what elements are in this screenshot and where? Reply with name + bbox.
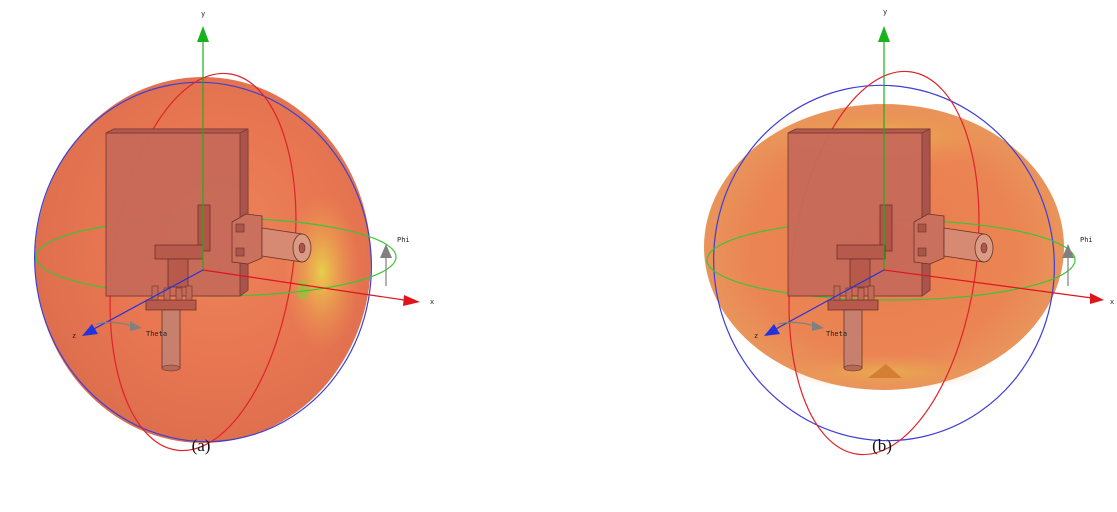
caption-b: (b) <box>872 436 892 455</box>
z-axis <box>773 269 885 331</box>
figure-a: y x z Theta Phi (a) <box>0 0 434 512</box>
z-axis <box>91 269 204 331</box>
z-axis-label: z <box>754 332 758 340</box>
x-axis-label: x <box>1110 298 1114 306</box>
phi-label: Phi <box>397 236 410 244</box>
phi-arrow <box>380 244 392 258</box>
figure-b: y x z Theta Phi (b) <box>680 0 1114 512</box>
y-axis-label: y <box>201 10 205 18</box>
x-axis <box>202 269 405 301</box>
x-axis-arrow <box>403 295 420 306</box>
x-axis-label: x <box>430 298 434 306</box>
caption-a: (a) <box>191 436 211 455</box>
x-axis <box>883 269 1093 299</box>
pattern-highlight <box>284 192 360 352</box>
theta-label: Theta <box>146 330 167 338</box>
theta-label: Theta <box>826 330 847 338</box>
y-axis-arrow <box>197 26 209 42</box>
x-axis-arrow <box>1090 293 1104 304</box>
z-axis-label: z <box>72 332 76 340</box>
radiation-pattern-b: y x z Theta Phi <box>704 8 1114 456</box>
blue-ring <box>713 84 1055 442</box>
theta-arrow <box>812 321 824 331</box>
z-axis-arrow <box>82 324 98 336</box>
radiation-pattern-a: y x z Theta Phi <box>34 10 434 452</box>
phi-arrow <box>1062 244 1074 258</box>
z-axis-arrow <box>764 324 780 336</box>
phi-label: Phi <box>1080 236 1093 244</box>
theta-arrow <box>130 321 142 331</box>
blue-ring <box>34 81 372 443</box>
y-axis-label: y <box>883 8 887 16</box>
y-axis-arrow <box>878 26 890 42</box>
